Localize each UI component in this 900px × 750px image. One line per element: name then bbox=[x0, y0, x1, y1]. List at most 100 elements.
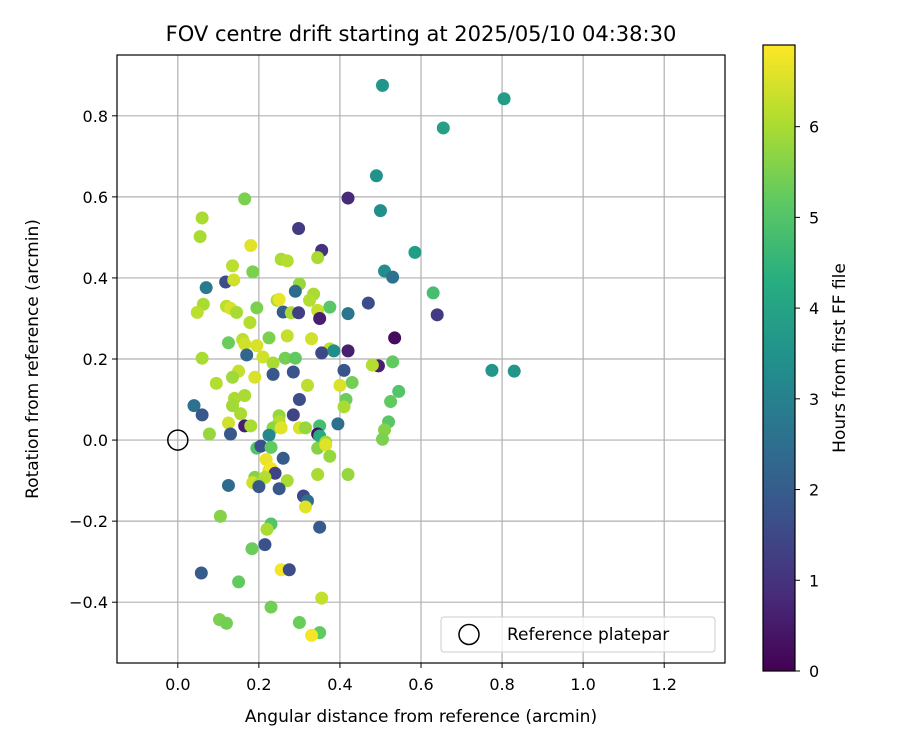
data-point bbox=[301, 378, 315, 392]
data-point bbox=[272, 292, 286, 306]
y-tick-label: 0.4 bbox=[83, 269, 108, 288]
data-point bbox=[323, 300, 337, 314]
data-point bbox=[223, 427, 237, 441]
data-point bbox=[286, 408, 300, 422]
data-point bbox=[341, 344, 355, 358]
data-point bbox=[240, 348, 254, 362]
x-tick-label: 0.2 bbox=[246, 675, 271, 694]
data-point bbox=[195, 211, 209, 225]
data-point bbox=[315, 591, 329, 605]
data-point bbox=[365, 358, 379, 372]
data-point bbox=[246, 265, 260, 279]
x-tick-label: 0.8 bbox=[489, 675, 514, 694]
data-point bbox=[305, 332, 319, 346]
colorbar-label: Hours from first FF file bbox=[830, 263, 850, 453]
data-point bbox=[292, 393, 306, 407]
data-point bbox=[262, 428, 276, 442]
data-point bbox=[245, 542, 259, 556]
data-point bbox=[276, 451, 290, 465]
data-point bbox=[227, 273, 241, 287]
data-point bbox=[361, 296, 375, 310]
data-point bbox=[303, 293, 317, 307]
data-point bbox=[278, 351, 292, 365]
data-point bbox=[252, 480, 266, 494]
data-point bbox=[232, 575, 246, 589]
data-point bbox=[248, 370, 262, 384]
colorbar-tick-label: 0 bbox=[809, 662, 819, 681]
y-tick-label: 0.8 bbox=[83, 107, 108, 126]
x-tick-label: 0.0 bbox=[165, 675, 190, 694]
data-point bbox=[369, 169, 383, 183]
data-point bbox=[388, 331, 402, 345]
grid bbox=[117, 55, 725, 663]
data-point bbox=[213, 509, 227, 523]
y-tick-label: 0.6 bbox=[83, 188, 108, 207]
data-point bbox=[264, 440, 278, 454]
legend-entry-reference-platepar: Reference platepar bbox=[507, 625, 669, 645]
data-point bbox=[266, 356, 280, 370]
data-point bbox=[288, 284, 302, 298]
data-point bbox=[264, 600, 278, 614]
data-point bbox=[268, 466, 282, 480]
data-point bbox=[272, 482, 286, 496]
data-point bbox=[384, 395, 398, 409]
x-tick-label: 0.4 bbox=[327, 675, 352, 694]
data-point bbox=[392, 384, 406, 398]
x-axis-label: Angular distance from reference (arcmin) bbox=[245, 707, 597, 727]
data-point bbox=[221, 336, 235, 350]
data-point bbox=[226, 370, 240, 384]
data-point bbox=[230, 305, 244, 319]
data-point bbox=[426, 286, 440, 300]
colorbar-tick-label: 2 bbox=[809, 481, 819, 500]
x-axis-ticks: 0.0 0.2 0.4 0.6 0.8 1.0 1.2 bbox=[165, 663, 677, 694]
data-point bbox=[286, 365, 300, 379]
data-point bbox=[345, 376, 359, 390]
data-point bbox=[199, 281, 213, 295]
y-axis-label: Rotation from reference (arcmin) bbox=[23, 219, 43, 499]
legend-box bbox=[440, 616, 716, 653]
data-point bbox=[238, 337, 252, 351]
data-point bbox=[485, 363, 499, 377]
data-point bbox=[250, 301, 264, 315]
data-point bbox=[292, 221, 306, 235]
data-point bbox=[292, 615, 306, 629]
data-point bbox=[266, 367, 280, 381]
data-point bbox=[298, 421, 312, 435]
data-points bbox=[187, 78, 521, 642]
data-point bbox=[258, 538, 272, 552]
data-point bbox=[341, 468, 355, 482]
data-point bbox=[243, 316, 257, 330]
data-point bbox=[226, 259, 240, 273]
y-axis-ticks: −0.4 −0.2 0.0 0.2 0.4 0.6 0.8 bbox=[69, 107, 117, 612]
data-point bbox=[375, 432, 389, 446]
data-point bbox=[254, 439, 268, 453]
colorbar-tick-label: 4 bbox=[809, 299, 819, 318]
data-point bbox=[282, 563, 296, 577]
data-point bbox=[313, 311, 327, 325]
colorbar-ticks: 0 1 2 3 4 5 6 bbox=[795, 118, 819, 681]
data-point bbox=[373, 204, 387, 218]
data-point bbox=[311, 468, 325, 482]
data-point bbox=[256, 350, 270, 364]
data-point bbox=[219, 616, 233, 630]
data-point bbox=[280, 254, 294, 268]
data-point bbox=[260, 522, 274, 536]
data-point bbox=[238, 192, 252, 206]
data-point bbox=[244, 419, 258, 433]
data-point bbox=[323, 449, 337, 463]
colorbar-tick-label: 1 bbox=[809, 571, 819, 590]
data-point bbox=[497, 92, 511, 106]
data-point bbox=[238, 388, 252, 402]
data-point bbox=[430, 308, 444, 322]
data-point bbox=[202, 427, 216, 441]
data-point bbox=[327, 344, 341, 358]
data-point bbox=[250, 339, 264, 353]
chart-title: FOV centre drift starting at 2025/05/10 … bbox=[166, 22, 677, 46]
y-tick-label: 0.2 bbox=[83, 350, 108, 369]
data-point bbox=[194, 566, 208, 580]
data-point bbox=[333, 378, 347, 392]
data-point bbox=[337, 363, 351, 377]
y-tick-label: −0.2 bbox=[69, 512, 108, 531]
data-point bbox=[337, 400, 351, 414]
